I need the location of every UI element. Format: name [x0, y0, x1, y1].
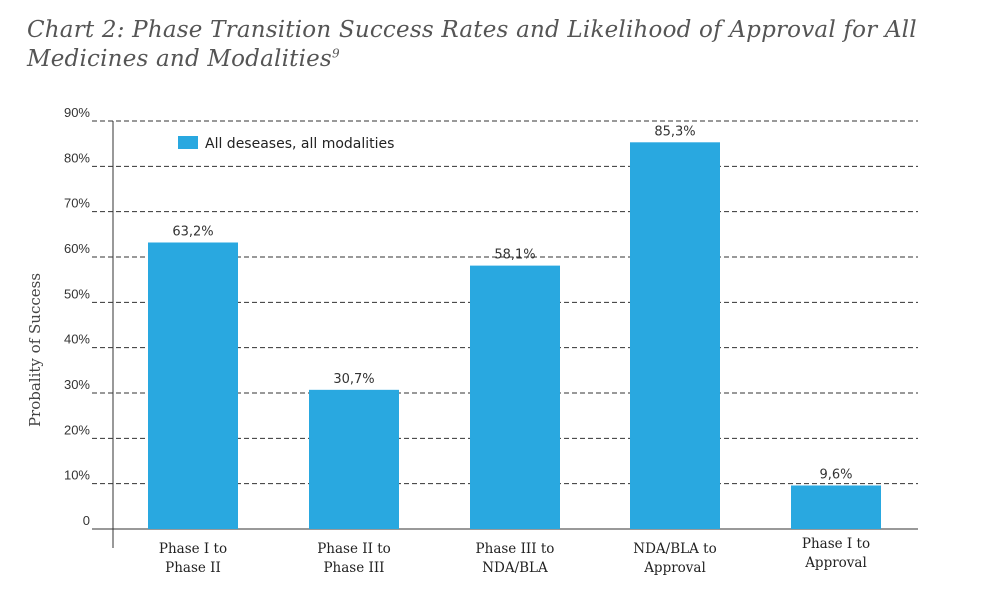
y-tick-label: 50%	[64, 286, 90, 301]
x-tick-label: Phase I to	[802, 536, 870, 552]
x-tick-label: Phase III	[323, 560, 384, 576]
y-tick-label: 0	[83, 513, 90, 528]
x-tick-label: Phase I to	[159, 541, 227, 557]
legend-swatch	[178, 136, 198, 149]
bar	[470, 265, 560, 529]
y-tick-label: 70%	[64, 196, 90, 211]
x-category-labels: Phase I to Phase II Phase II to Phase III Ph…	[159, 536, 870, 576]
chart-title-footnote: 9	[331, 46, 340, 61]
data-label: 85,3%	[654, 124, 695, 139]
y-tick-label: 10%	[64, 468, 90, 483]
x-tick-label: NDA/BLA to	[633, 541, 716, 557]
y-tick-label: 60%	[64, 241, 90, 256]
data-label: 63,2%	[172, 224, 213, 239]
data-label: 58,1%	[494, 248, 535, 263]
y-tick-label: 80%	[64, 150, 90, 165]
x-tick-label: Phase II	[165, 560, 221, 576]
bar	[791, 485, 881, 529]
legend: All deseases, all modalities	[178, 136, 394, 152]
y-tick-label: 90%	[64, 105, 90, 120]
y-tick-label: 30%	[64, 377, 90, 392]
bars	[148, 142, 881, 529]
x-tick-label: Approval	[804, 555, 867, 571]
data-labels: 63,2% 30,7% 58,1% 85,3% 9,6%	[172, 124, 852, 482]
bar	[148, 242, 238, 529]
data-label: 30,7%	[333, 372, 374, 387]
chart-title: Chart 2: Phase Transition Success Rates …	[27, 16, 927, 74]
x-tick-label: Phase II to	[317, 541, 391, 557]
legend-label: All deseases, all modalities	[205, 136, 394, 152]
x-tick-label: Approval	[643, 560, 706, 576]
y-tick-labels: 0 10% 20% 30% 40% 50% 60% 70% 80% 90%	[64, 105, 90, 528]
chart-title-text: Chart 2: Phase Transition Success Rates …	[27, 17, 917, 72]
x-tick-label: Phase III to	[476, 541, 555, 557]
y-tick-label: 20%	[64, 422, 90, 437]
y-tick-label: 40%	[64, 332, 90, 347]
bar	[309, 389, 399, 529]
x-tick-label: NDA/BLA	[482, 560, 548, 576]
data-label: 9,6%	[819, 467, 852, 482]
bar	[630, 142, 720, 529]
y-axis-label: Probality of Success	[26, 273, 44, 427]
